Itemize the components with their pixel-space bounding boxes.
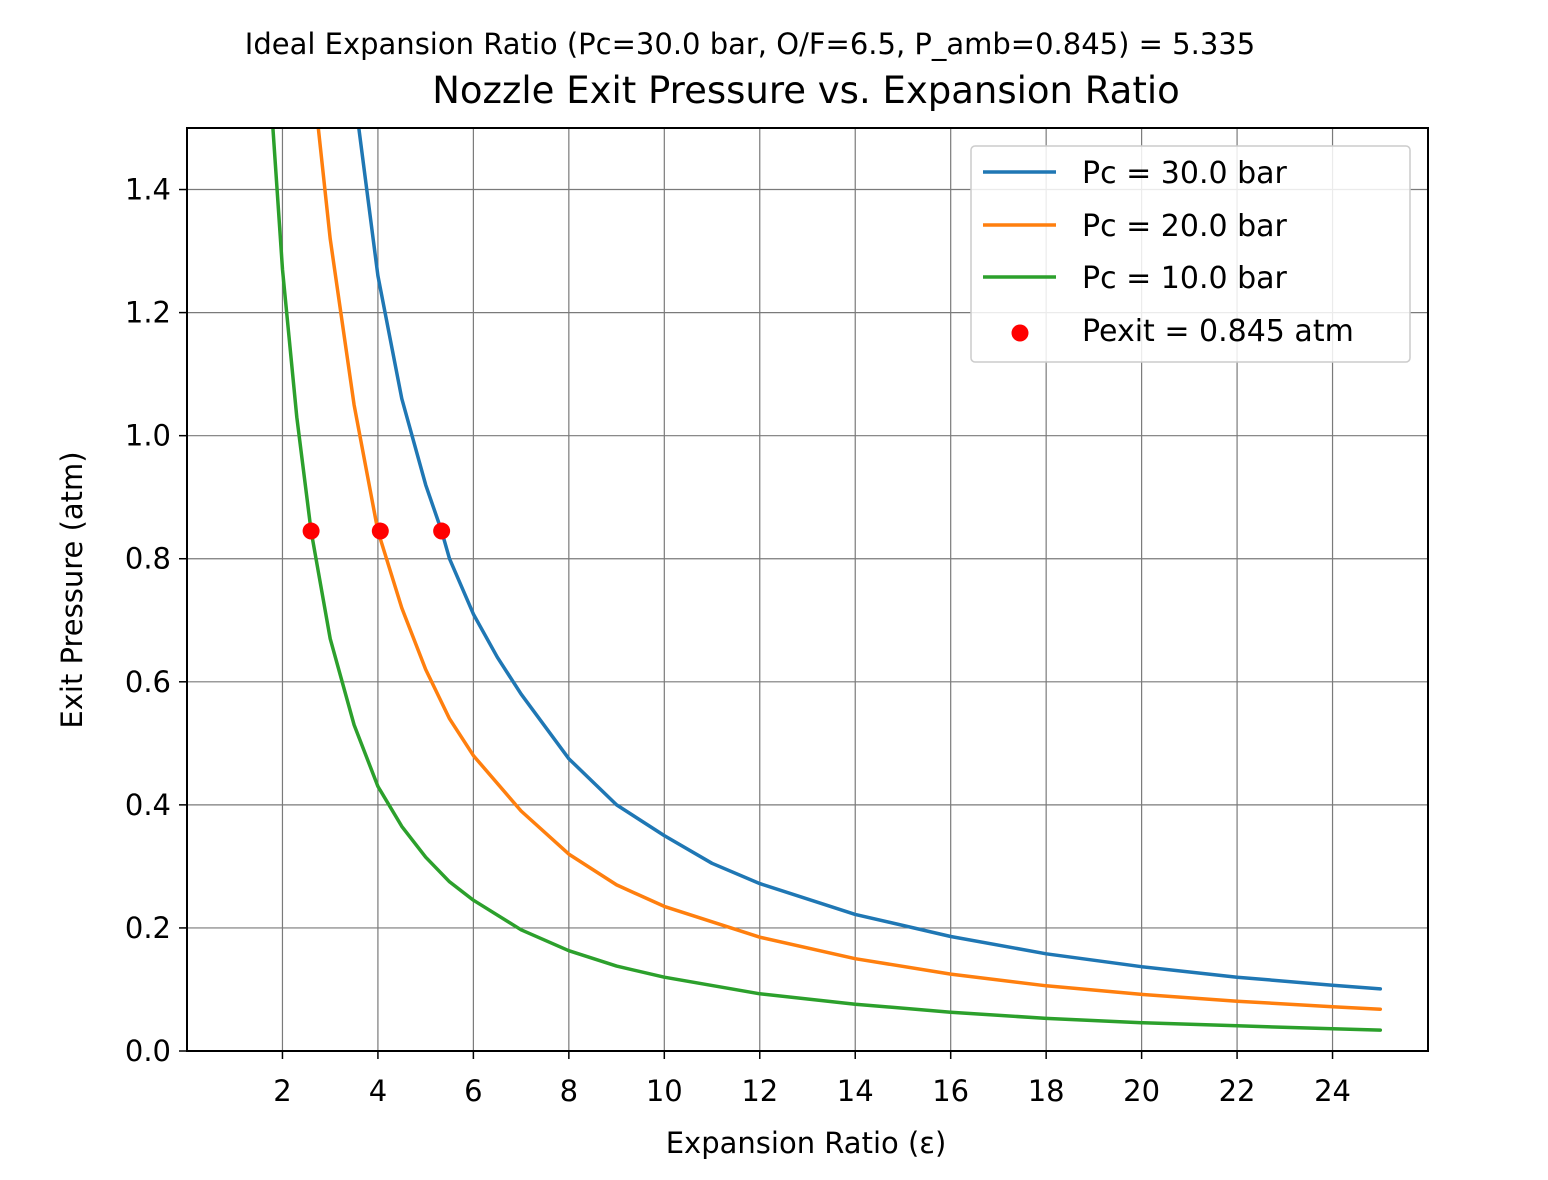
y-tick-label: 0.8	[125, 542, 171, 576]
series-line-1	[316, 128, 1383, 1011]
legend-frame	[970, 145, 1411, 363]
legend-swatch-points	[1011, 324, 1029, 342]
y-tick-label: 1.0	[125, 419, 171, 453]
legend-label-1: Pc = 20.0 bar	[1082, 209, 1288, 244]
y-tick-label: 0.6	[125, 665, 171, 699]
y-tick-label: 0.0	[125, 1034, 171, 1068]
x-tick-label: 18	[1028, 1074, 1065, 1108]
y-tick-label: 0.2	[125, 911, 171, 945]
series-line-0	[357, 128, 1383, 991]
series-layer	[271, 128, 1383, 1032]
ticks: 2 4 6 8 10 12 14 16 18 20 22 240.00.20.40.60.81.01.…	[125, 173, 1351, 1108]
x-tick-label: 4	[369, 1074, 387, 1108]
chart-suptitle: Ideal Expansion Ratio (Pc=30.0 bar, O/F=…	[245, 27, 1255, 61]
legend: Pc = 30.0 bar Pc = 20.0 bar Pc = 10.0 bar P…	[970, 145, 1411, 363]
y-tick-label: 1.4	[125, 173, 171, 207]
y-tick-label: 0.4	[125, 788, 171, 822]
x-tick-label: 22	[1219, 1074, 1256, 1108]
chart-title: Nozzle Exit Pressure vs. Expansion Ratio	[432, 69, 1180, 112]
points-layer	[302, 522, 451, 540]
plot-frame	[186, 127, 1429, 1052]
pexit-point	[433, 522, 451, 540]
x-tick-label: 2	[273, 1074, 291, 1108]
x-tick-label: 16	[932, 1074, 969, 1108]
legend-label-2: Pc = 10.0 bar	[1082, 261, 1288, 296]
pexit-point	[371, 522, 389, 540]
x-tick-label: 12	[741, 1074, 778, 1108]
x-tick-label: 24	[1314, 1074, 1351, 1108]
y-tick-label: 1.2	[125, 296, 171, 330]
x-tick-label: 8	[560, 1074, 578, 1108]
x-axis-label: Expansion Ratio (ε)	[666, 1126, 947, 1160]
x-tick-label: 20	[1123, 1074, 1160, 1108]
legend-label-points: Pexit = 0.845 atm	[1082, 314, 1354, 349]
x-tick-label: 10	[646, 1074, 683, 1108]
legend-entries: Pc = 30.0 bar Pc = 20.0 bar Pc = 10.0 bar P…	[983, 156, 1354, 349]
x-tick-label: 6	[464, 1074, 482, 1108]
y-axis-label: Exit Pressure (atm)	[55, 451, 89, 728]
pexit-point	[302, 522, 320, 540]
x-tick-label: 14	[837, 1074, 874, 1108]
series-line-2	[271, 128, 1383, 1032]
legend-label-0: Pc = 30.0 bar	[1082, 156, 1288, 191]
